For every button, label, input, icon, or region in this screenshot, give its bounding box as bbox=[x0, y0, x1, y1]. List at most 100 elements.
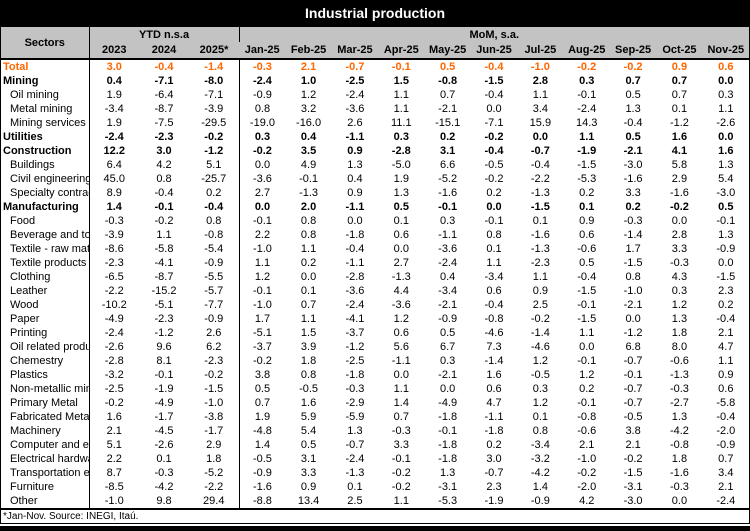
sector-cell: Oil mining bbox=[1, 88, 90, 102]
value-cell: 0.2 bbox=[440, 131, 456, 143]
value-cell: 1.1 bbox=[156, 229, 172, 241]
value-cell: 0.6 bbox=[393, 327, 409, 339]
value-cell: 4.2 bbox=[579, 495, 595, 507]
value-cell: -2.3 bbox=[204, 355, 224, 367]
table-row: Paper -4.9 -2.3 -0.9 1.7 1.1 -4.1 1.2 -0.9 -0.8 -0… bbox=[1, 312, 749, 326]
value-cell: -2.4 bbox=[577, 103, 597, 115]
value-cell: 0.1 bbox=[393, 215, 409, 227]
value-cell: -1.9 bbox=[577, 145, 597, 157]
value-cell: 1.2 bbox=[671, 299, 688, 311]
value-cell: -2.0 bbox=[577, 481, 597, 493]
value-cell: -0.8 bbox=[669, 439, 689, 451]
value-cell: -1.5 bbox=[530, 201, 550, 213]
value-cell: -2.1 bbox=[438, 103, 458, 115]
value-cell: 2.1 bbox=[625, 439, 641, 451]
value-cell: 3.0 bbox=[106, 61, 122, 73]
value-cell: 3.3 bbox=[393, 439, 409, 451]
value-cell: 1.1 bbox=[238, 256, 286, 270]
value-cell: -8.7 bbox=[154, 103, 174, 115]
value-cell: 1.1 bbox=[532, 89, 549, 101]
value-cell: -0.2 bbox=[669, 201, 689, 213]
value-cell: -15.1 bbox=[435, 117, 461, 129]
value-cell: -1.1 bbox=[391, 355, 411, 367]
value-cell: 4.9 bbox=[300, 159, 317, 171]
header-columns-row: 2023 2024 2025* Jan-25 Feb-25 Mar-25 Apr-25 May… bbox=[1, 42, 749, 59]
value-cell: -0.1 bbox=[577, 89, 597, 101]
value-cell: 0.8 bbox=[156, 173, 172, 185]
value-cell: 1.3 bbox=[393, 187, 409, 199]
value-cell: -3.0 bbox=[623, 159, 643, 171]
value-cell: -0.1 bbox=[299, 173, 319, 185]
value-cell: 0.1 bbox=[532, 215, 549, 227]
value-cell: -1.1 bbox=[345, 131, 365, 143]
value-cell: -1.7 bbox=[154, 411, 174, 423]
value-cell: 1.7 bbox=[625, 243, 641, 255]
value-cell: 1.3 bbox=[718, 229, 734, 241]
value-cell: 0.0 bbox=[300, 271, 317, 283]
value-cell: 0.2 bbox=[579, 383, 595, 395]
value-cell: -0.1 bbox=[577, 355, 597, 367]
value-cell: 1.3 bbox=[347, 425, 363, 437]
value-cell: -5.2 bbox=[204, 467, 224, 479]
value-cell: 1.1 bbox=[393, 103, 409, 115]
value-cell: 9.6 bbox=[156, 341, 172, 353]
table-row: Non-metallic miner -2.5 -1.9 -1.5 0.5 -0.5 -0.… bbox=[1, 382, 749, 396]
value-cell: -4.6 bbox=[484, 327, 504, 339]
value-cell: 0.8 bbox=[300, 369, 317, 381]
table-row: Primary Metal -0.2 -4.9 -1.0 0.7 1.6 -2.9 1.4 -4… bbox=[1, 396, 749, 410]
value-cell: -1.2 bbox=[345, 341, 365, 353]
value-cell: -4.9 bbox=[438, 397, 458, 409]
value-cell: 1.2 bbox=[238, 270, 286, 284]
value-cell: 0.0 bbox=[440, 383, 456, 395]
value-cell: -3.6 bbox=[345, 285, 365, 297]
value-cell: -0.5 bbox=[484, 159, 504, 171]
column-header: Mar-25 bbox=[331, 42, 379, 59]
value-cell: -3.9 bbox=[204, 103, 224, 115]
value-cell: 0.0 bbox=[393, 369, 409, 381]
value-cell: -0.4 bbox=[530, 159, 550, 171]
value-cell: -1.5 bbox=[577, 313, 597, 325]
value-cell: -7.1 bbox=[204, 89, 224, 101]
value-cell: 1.1 bbox=[393, 89, 409, 101]
value-cell: -3.4 bbox=[438, 285, 458, 297]
value-cell: 3.9 bbox=[300, 341, 317, 353]
value-cell: 0.2 bbox=[486, 439, 502, 451]
value-cell: 3.4 bbox=[718, 467, 734, 479]
value-cell: 1.2 bbox=[532, 355, 549, 367]
value-cell: 0.7 bbox=[300, 299, 317, 311]
value-cell: -1.8 bbox=[438, 453, 458, 465]
value-cell: -1.1 bbox=[438, 229, 458, 241]
value-cell: -2.4 bbox=[345, 453, 365, 465]
column-header: Jun-25 bbox=[470, 42, 518, 59]
table-row: Oil related products -2.6 9.6 6.2 -3.7 3.9 -1.… bbox=[1, 340, 749, 354]
value-cell: -1.8 bbox=[484, 425, 504, 437]
sector-cell: Beverage and toba bbox=[1, 228, 90, 242]
value-cell: -1.3 bbox=[530, 243, 550, 255]
value-cell: 2.1 bbox=[300, 61, 317, 73]
sector-cell: Total bbox=[1, 59, 90, 74]
value-cell: -0.8 bbox=[204, 229, 224, 241]
value-cell: 0.7 bbox=[238, 396, 286, 410]
sector-cell: Wood bbox=[1, 298, 90, 312]
table-row: Oil mining 1.9 -6.4 -7.1 -0.9 1.2 -2.4 1.1 0.7 -0… bbox=[1, 88, 749, 102]
sector-cell: Specialty contracto bbox=[1, 186, 90, 200]
value-cell: -2.1 bbox=[438, 299, 458, 311]
value-cell: -8.6 bbox=[104, 243, 124, 255]
column-header: Jan-25 bbox=[239, 42, 286, 59]
value-cell: -2.3 bbox=[530, 257, 550, 269]
value-cell: 0.1 bbox=[156, 453, 172, 465]
value-cell: 0.8 bbox=[300, 215, 317, 227]
value-cell: 15.9 bbox=[529, 117, 552, 129]
value-cell: 5.1 bbox=[106, 439, 122, 451]
value-cell: 3.8 bbox=[238, 368, 286, 382]
sector-cell: Textile products ex bbox=[1, 256, 90, 270]
sector-cell: Plastics bbox=[1, 368, 90, 382]
value-cell: 0.3 bbox=[393, 131, 409, 143]
value-cell: -19.0 bbox=[238, 116, 286, 130]
value-cell: -0.6 bbox=[577, 243, 597, 255]
value-cell: 1.6 bbox=[300, 397, 317, 409]
value-cell: -0.5 bbox=[238, 452, 286, 466]
sector-cell: Chemestry bbox=[1, 354, 90, 368]
value-cell: 0.0 bbox=[718, 257, 734, 269]
value-cell: -1.6 bbox=[623, 173, 643, 185]
